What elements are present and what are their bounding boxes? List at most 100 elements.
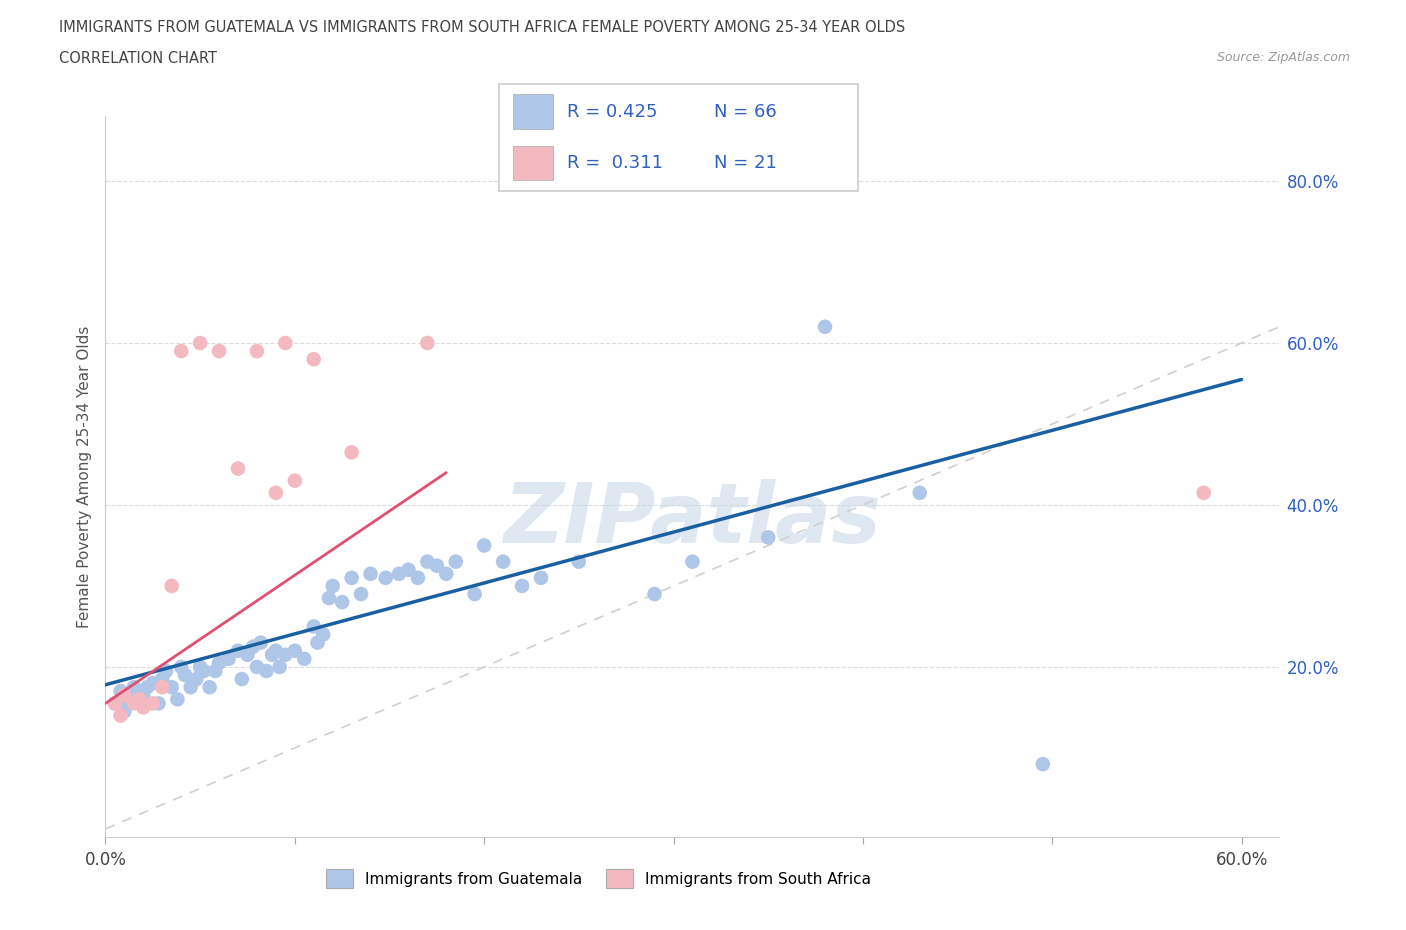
Point xyxy=(264,644,287,658)
Point xyxy=(269,659,291,674)
Point xyxy=(208,344,231,359)
Point xyxy=(262,647,284,662)
Point xyxy=(155,663,177,678)
Point xyxy=(284,644,307,658)
Point xyxy=(908,485,931,500)
Point xyxy=(249,635,271,650)
Point xyxy=(374,570,396,585)
Point xyxy=(318,591,340,605)
Point xyxy=(464,587,486,602)
Point xyxy=(150,671,173,686)
Point xyxy=(188,659,211,674)
Point xyxy=(112,704,135,719)
Text: N = 21: N = 21 xyxy=(714,153,778,172)
Point xyxy=(231,671,253,686)
Point xyxy=(128,692,150,707)
Point xyxy=(110,708,132,723)
Point xyxy=(122,680,145,695)
Point xyxy=(568,554,591,569)
Point xyxy=(274,647,297,662)
Point xyxy=(208,656,231,671)
Point xyxy=(350,587,373,602)
Text: IMMIGRANTS FROM GUATEMALA VS IMMIGRANTS FROM SOUTH AFRICA FEMALE POVERTY AMONG 2: IMMIGRANTS FROM GUATEMALA VS IMMIGRANTS … xyxy=(59,20,905,35)
Point xyxy=(302,619,325,634)
Text: CORRELATION CHART: CORRELATION CHART xyxy=(59,51,217,66)
Point xyxy=(117,692,139,707)
Point xyxy=(312,627,335,642)
Point xyxy=(188,336,211,351)
Text: Source: ZipAtlas.com: Source: ZipAtlas.com xyxy=(1216,51,1350,64)
Point xyxy=(360,566,382,581)
Point xyxy=(416,554,439,569)
Point xyxy=(193,663,215,678)
FancyBboxPatch shape xyxy=(499,84,858,191)
Point xyxy=(242,639,264,654)
Text: ZIPatlas: ZIPatlas xyxy=(503,479,882,561)
Legend: Immigrants from Guatemala, Immigrants from South Africa: Immigrants from Guatemala, Immigrants fr… xyxy=(319,863,877,895)
Point xyxy=(330,594,353,609)
Point xyxy=(756,530,779,545)
Point xyxy=(142,676,165,691)
Point xyxy=(406,570,429,585)
Point xyxy=(246,344,269,359)
Point xyxy=(170,659,193,674)
Point xyxy=(254,663,277,678)
Point xyxy=(472,538,495,553)
Point xyxy=(492,554,515,569)
Bar xyxy=(513,94,553,128)
Point xyxy=(814,319,837,334)
Point xyxy=(122,696,145,711)
Point xyxy=(340,570,363,585)
Bar xyxy=(513,146,553,180)
Point xyxy=(180,680,202,695)
Point xyxy=(1192,485,1215,500)
Point xyxy=(218,651,240,666)
Point xyxy=(264,485,287,500)
Point xyxy=(510,578,533,593)
Point xyxy=(112,688,135,703)
Point xyxy=(444,554,467,569)
Point xyxy=(226,644,249,658)
Point xyxy=(284,473,307,488)
Point xyxy=(170,344,193,359)
Point xyxy=(160,578,183,593)
Point xyxy=(132,688,155,703)
Point xyxy=(530,570,553,585)
Point xyxy=(274,336,297,351)
Point xyxy=(340,445,363,459)
Point xyxy=(388,566,411,581)
Point xyxy=(426,558,449,573)
Point xyxy=(396,563,419,578)
Point xyxy=(142,696,165,711)
Point xyxy=(136,680,159,695)
Point xyxy=(186,671,208,686)
Point xyxy=(434,566,457,581)
Point xyxy=(148,696,170,711)
Point xyxy=(246,659,269,674)
Text: R = 0.425: R = 0.425 xyxy=(567,102,658,121)
Y-axis label: Female Poverty Among 25-34 Year Olds: Female Poverty Among 25-34 Year Olds xyxy=(76,326,91,628)
Point xyxy=(132,700,155,715)
Point xyxy=(226,461,249,476)
Point xyxy=(166,692,188,707)
Text: N = 66: N = 66 xyxy=(714,102,778,121)
Point xyxy=(174,668,197,683)
Point xyxy=(104,696,127,711)
Point xyxy=(302,352,325,366)
Point xyxy=(198,680,221,695)
Text: R =  0.311: R = 0.311 xyxy=(567,153,664,172)
Point xyxy=(160,680,183,695)
Point xyxy=(204,663,226,678)
Point xyxy=(128,696,150,711)
Point xyxy=(682,554,704,569)
Point xyxy=(644,587,666,602)
Point xyxy=(416,336,439,351)
Point xyxy=(1032,757,1054,772)
Point xyxy=(307,635,329,650)
Point xyxy=(150,680,173,695)
Point xyxy=(110,684,132,698)
Point xyxy=(104,696,127,711)
Point xyxy=(236,647,259,662)
Point xyxy=(322,578,344,593)
Point xyxy=(292,651,315,666)
